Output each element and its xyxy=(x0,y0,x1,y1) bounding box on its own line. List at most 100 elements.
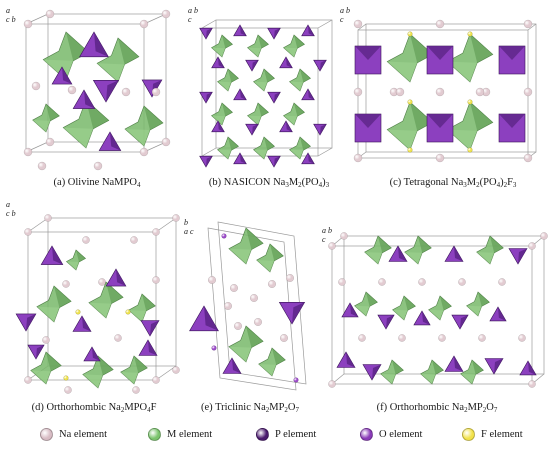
octahedron-face xyxy=(247,47,262,57)
f-atom xyxy=(407,31,413,37)
octahedron-face xyxy=(46,352,62,372)
formula-subscript: 4 xyxy=(147,406,151,414)
octahedron-face xyxy=(228,69,239,83)
f-atom xyxy=(407,147,413,153)
polyhedron-face xyxy=(499,114,525,128)
octahedron-face xyxy=(366,292,378,307)
na-atom xyxy=(540,232,548,240)
polyhedron-face xyxy=(355,46,381,60)
octahedron-face xyxy=(490,236,504,253)
formula-text: F xyxy=(150,402,157,413)
tetrahedron-face xyxy=(110,132,121,151)
polyhedron-face xyxy=(427,114,453,128)
octahedron-face xyxy=(222,103,233,117)
tetrahedron-face xyxy=(206,92,213,103)
formula-text: Na xyxy=(451,402,465,413)
legend-item-f: F element xyxy=(462,428,523,441)
formula-subscript: 7 xyxy=(493,406,498,414)
octahedron-face xyxy=(258,103,269,117)
f-atom xyxy=(467,147,473,153)
na-atom xyxy=(24,376,32,384)
axis-c-label: c xyxy=(190,227,194,236)
structure-tetragonal xyxy=(353,19,537,163)
tetrahedron-face xyxy=(518,248,527,264)
axis-a-label: a xyxy=(184,227,188,236)
formula-text: F xyxy=(507,177,513,188)
formula-text: MP xyxy=(269,402,285,413)
axis-indicator-a: a c b xyxy=(6,6,16,24)
legend-label-m: M element xyxy=(167,429,213,440)
octahedron-face xyxy=(144,106,163,130)
octahedron-face xyxy=(392,309,408,320)
formula-subscript: 4 xyxy=(136,181,141,189)
na-atom xyxy=(45,9,55,19)
na-atom xyxy=(172,214,180,222)
octahedron-face xyxy=(440,296,452,311)
octahedron-face xyxy=(300,137,311,151)
panel-c-tetragonal: a b c xyxy=(340,6,550,174)
na-atom xyxy=(62,280,70,288)
na-swatch-icon xyxy=(40,428,53,441)
caption-prefix: (b) NASICON xyxy=(208,177,274,188)
na-atom xyxy=(340,232,348,240)
panel-b-nasicon: a b c xyxy=(188,6,348,174)
structure-triclinic xyxy=(189,221,307,391)
octahedron-face xyxy=(118,38,139,65)
octahedron-face xyxy=(300,69,311,83)
f-atom xyxy=(467,31,473,37)
octahedron-face xyxy=(447,129,478,150)
na-atom xyxy=(267,280,276,289)
tetrahedron-face xyxy=(240,25,247,36)
na-atom xyxy=(161,137,171,147)
octahedron-face xyxy=(32,120,51,132)
polyhedron-face xyxy=(355,114,381,128)
formula-subscript: 2 xyxy=(284,406,288,414)
na-atom xyxy=(435,153,445,163)
axis-b-label: b xyxy=(194,6,198,15)
tetrahedron-face xyxy=(498,307,507,321)
na-atom xyxy=(438,334,446,342)
octahedron-face xyxy=(228,137,239,151)
tetrahedron-face xyxy=(206,28,213,39)
na-atom xyxy=(114,334,122,342)
na-atom xyxy=(121,87,131,97)
axis-indicator-e: b a c xyxy=(184,218,194,236)
caption-prefix: (a) Olivine xyxy=(53,177,102,188)
unit-cell-edge xyxy=(201,19,217,29)
tetrahedron-face xyxy=(454,356,463,372)
formula-text: M xyxy=(466,177,477,188)
caption-f: (f) Orthorhombic Na2MP2O7 xyxy=(326,402,548,414)
octahedron-face xyxy=(380,373,396,384)
m-swatch-icon xyxy=(148,428,161,441)
unit-cell-edge xyxy=(143,141,167,153)
formula-text: MP xyxy=(467,402,483,413)
octahedron-face xyxy=(106,282,124,304)
polyhedron-face xyxy=(427,46,453,60)
polyhedron-face xyxy=(499,46,525,60)
panel-e-triclinic: b a c xyxy=(184,218,314,398)
tetrahedron-face xyxy=(240,89,247,100)
formula-subscript: 2 xyxy=(476,181,480,189)
f-swatch-icon xyxy=(462,428,475,441)
caption-d: (d) Orthorhombic Na2MPO4F xyxy=(4,402,184,414)
formula-text: MPO xyxy=(124,402,148,413)
na-atom xyxy=(151,87,161,97)
formula-text: O xyxy=(486,402,494,413)
na-atom xyxy=(161,9,171,19)
na-atom xyxy=(398,334,406,342)
na-atom xyxy=(435,87,445,97)
formula-subscript: 4 xyxy=(496,181,501,189)
unit-cell-back xyxy=(365,23,537,153)
na-atom xyxy=(23,19,33,29)
octahedron-face xyxy=(418,236,432,253)
octahedron-face xyxy=(217,81,232,91)
formula-subscript: 2 xyxy=(120,406,125,414)
legend-item-m: M element xyxy=(148,428,212,441)
axis-a-label: a xyxy=(340,6,344,15)
octahedron-face xyxy=(76,250,86,262)
o-atom xyxy=(293,377,299,383)
octahedron-face xyxy=(30,370,51,384)
na-atom xyxy=(353,153,363,163)
na-atom xyxy=(528,242,536,250)
octahedron-face xyxy=(466,305,482,316)
